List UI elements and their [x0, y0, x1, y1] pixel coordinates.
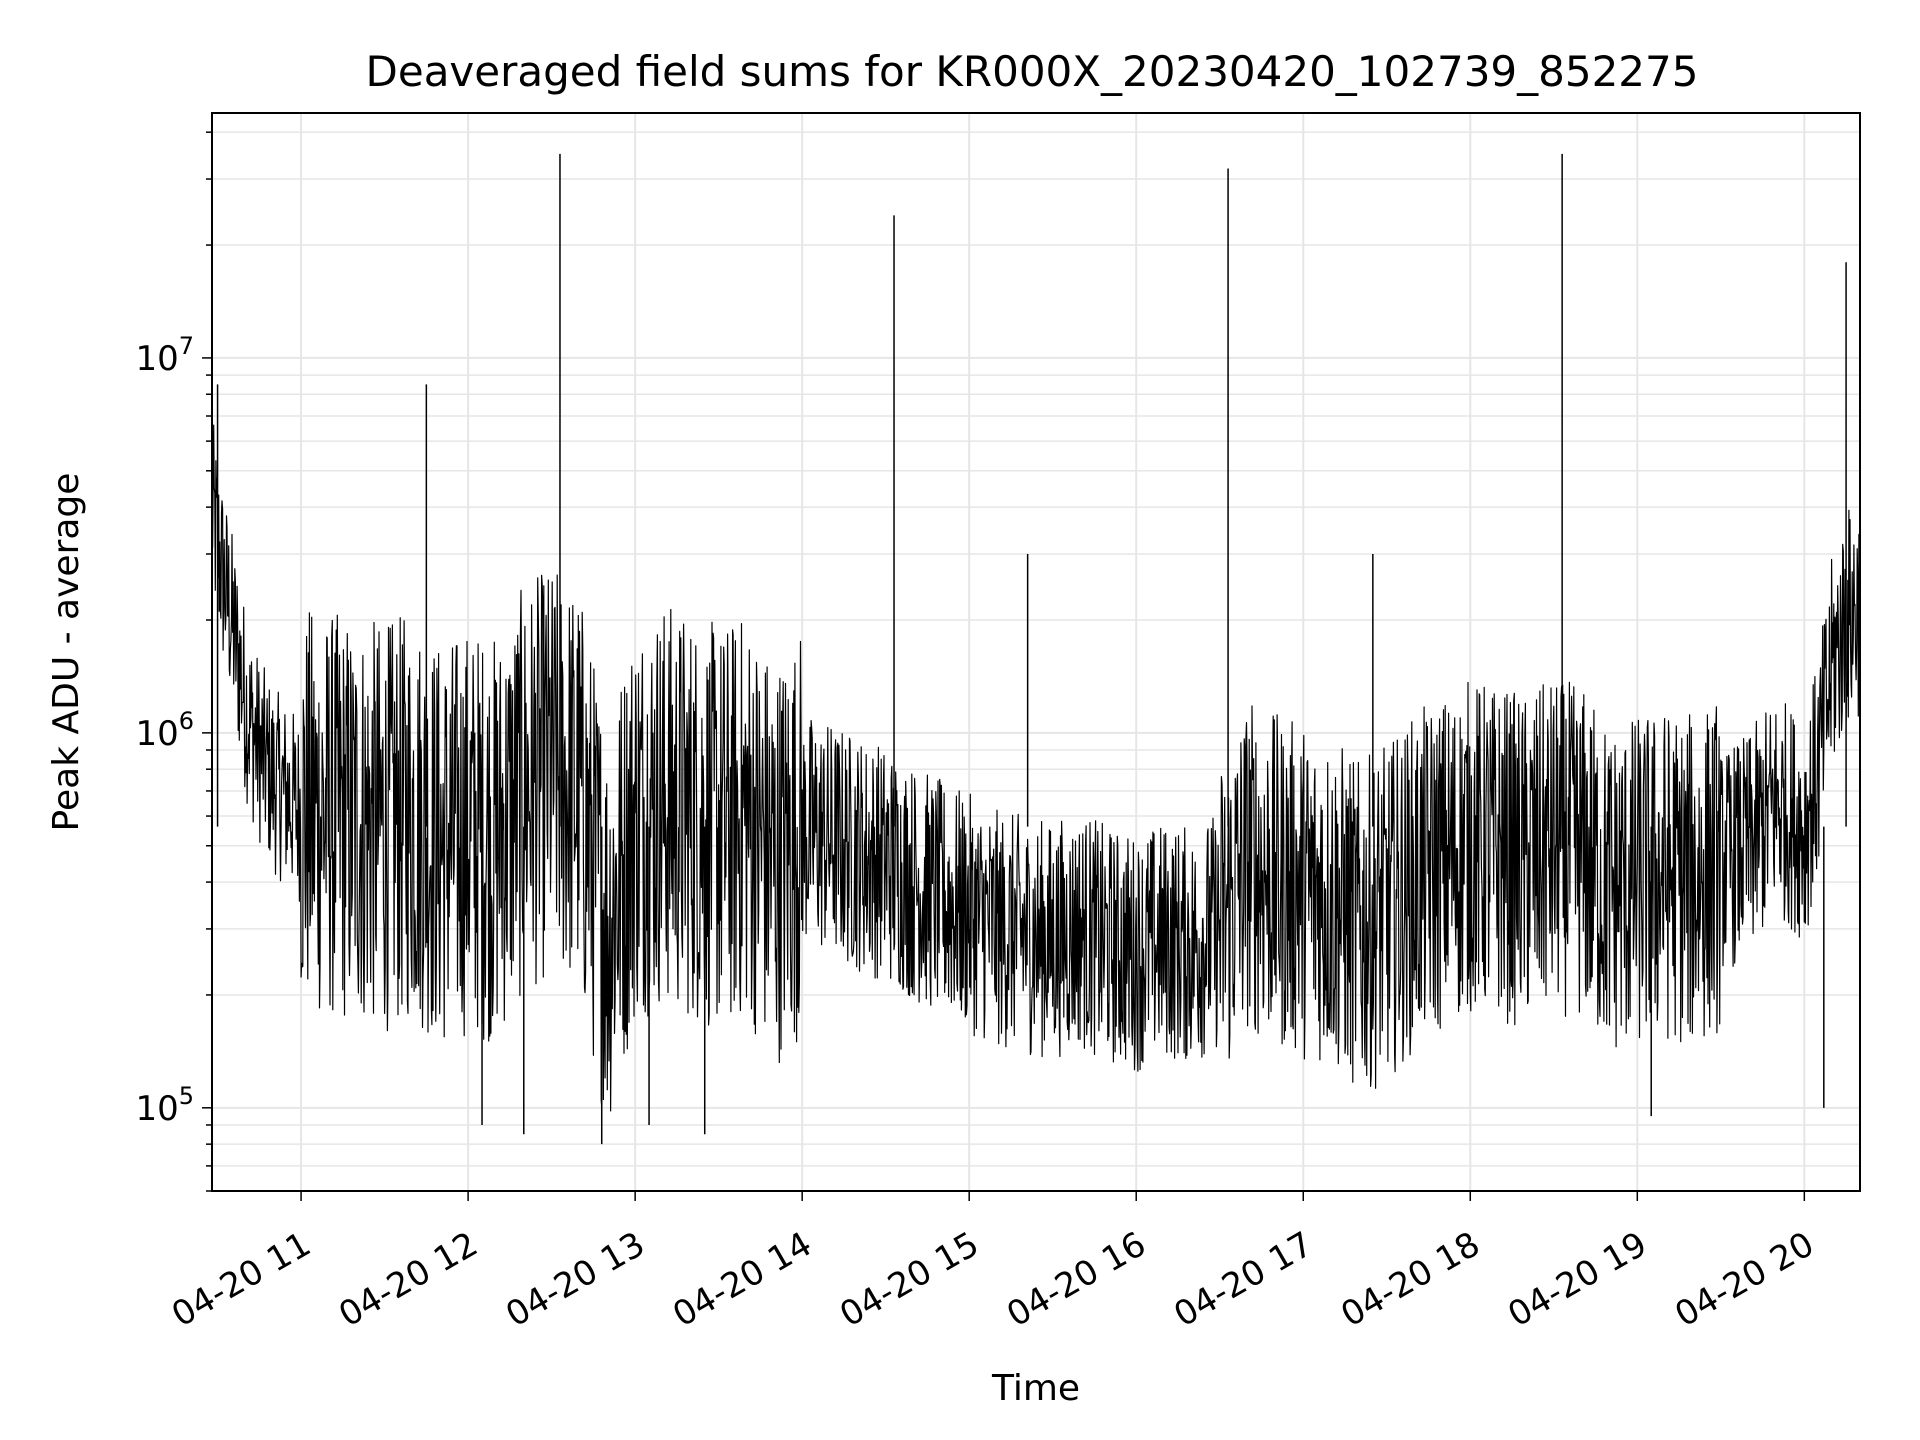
y-axis: 105 106 107: [135, 131, 212, 1192]
series-layer: [211, 153, 1861, 1145]
y-tick-label: 106: [135, 707, 194, 754]
y-tick-label: 107: [135, 332, 194, 379]
chart-title: Deaveraged field sums for KR000X_2023042…: [366, 47, 1699, 96]
x-axis-label: Time: [991, 1368, 1080, 1409]
series-line: [211, 424, 1861, 1112]
y-tick-label: 105: [135, 1082, 194, 1129]
plot-frame: [211, 112, 1861, 1192]
y-axis-label: Peak ADU - average: [46, 473, 87, 832]
